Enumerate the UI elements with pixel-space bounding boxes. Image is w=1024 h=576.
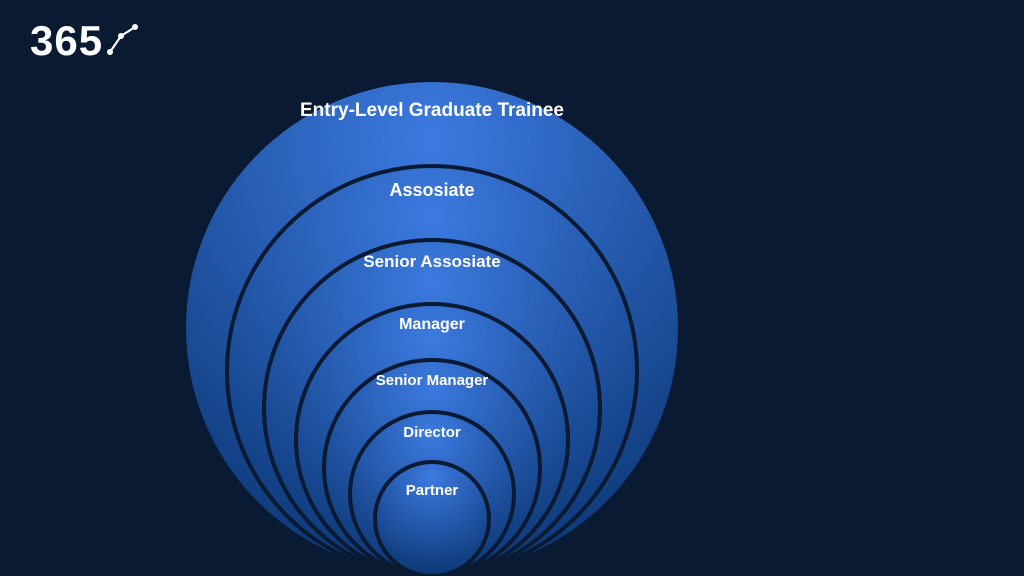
logo-text: 365 — [30, 20, 103, 62]
infographic-stage: 365 Entry-Level Graduate Trainee Assosiat… — [0, 0, 1024, 576]
career-ring-label-2: Senior Assosiate — [363, 252, 500, 272]
brand-logo: 365 — [30, 20, 141, 62]
logo-chart-icon — [107, 22, 141, 61]
career-ring-label-6: Partner — [406, 482, 459, 499]
career-ring-label-5: Director — [403, 424, 461, 441]
career-ring-6 — [373, 460, 491, 576]
career-ring-label-0: Entry-Level Graduate Trainee — [300, 100, 564, 122]
career-ring-label-3: Manager — [399, 316, 465, 334]
career-ring-label-4: Senior Manager — [376, 372, 489, 389]
career-ring-label-1: Assosiate — [389, 180, 474, 201]
